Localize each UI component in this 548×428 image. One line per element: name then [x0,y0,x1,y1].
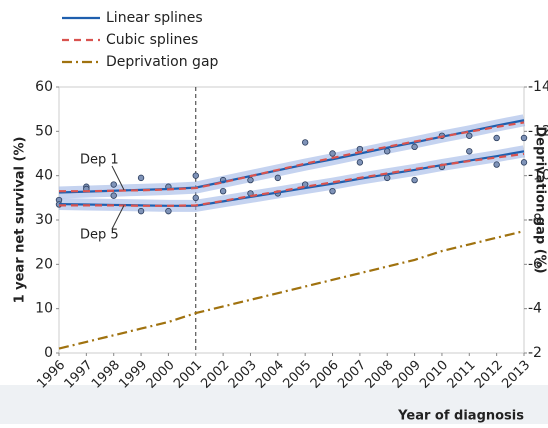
plot-area [58,86,525,354]
observed-point [493,161,500,168]
legend-label: Deprivation gap [106,54,219,70]
observed-point [329,187,336,195]
y-tick-label: 60 [35,79,53,95]
observed-point [165,207,172,215]
observed-point [137,174,145,182]
observed-point [411,176,418,184]
y-tick-label: 20 [35,256,53,272]
y-tick-label: 0 [44,345,53,361]
y2-tick-label: -14 [528,79,548,95]
y2-tick-label: -4 [528,301,542,317]
observed-point [493,134,500,142]
legend-label: Linear splines [106,10,203,26]
series-line [59,121,525,193]
observed-point [356,159,364,166]
observed-point [384,174,391,182]
observed-point [247,176,254,184]
y2-axis-label: Deprivation gap (%) [533,126,548,273]
observed-point [520,134,528,142]
y2-tick-label: -10 [528,168,548,184]
observed-point [137,207,145,215]
observed-point [192,172,199,179]
observed-point [274,174,282,182]
observed-point [466,148,473,155]
observed-point [329,150,336,157]
series-line [59,152,525,207]
observed-point [466,132,473,139]
y-tick-label: 50 [35,123,53,139]
observed-point [219,187,227,195]
y2-tick-label: -6 [528,256,542,272]
observed-point [192,194,199,202]
observed-point [520,159,528,166]
annotation-pointer [111,165,125,191]
observed-point [110,181,117,188]
y2-tick-label: -2 [528,345,542,361]
y-tick-label: 40 [35,168,53,184]
observed-point [301,139,309,146]
annotation-pointer [111,205,125,230]
annotation: Dep 1 [80,153,119,168]
footer-band [0,385,548,424]
observed-point [110,192,117,199]
y2-tick-label: -12 [528,123,548,139]
legend-label: Cubic splines [106,32,198,48]
y2-tick-label: -8 [528,212,542,228]
y-tick-label: 30 [35,212,53,228]
y-axis-label: 1 year net survival (%) [13,137,28,304]
observed-point [384,148,391,155]
y-tick-label: 10 [35,301,53,317]
annotation: Dep 5 [80,228,119,243]
observed-point [411,143,418,151]
x-axis-label: Year of diagnosis [397,409,524,424]
